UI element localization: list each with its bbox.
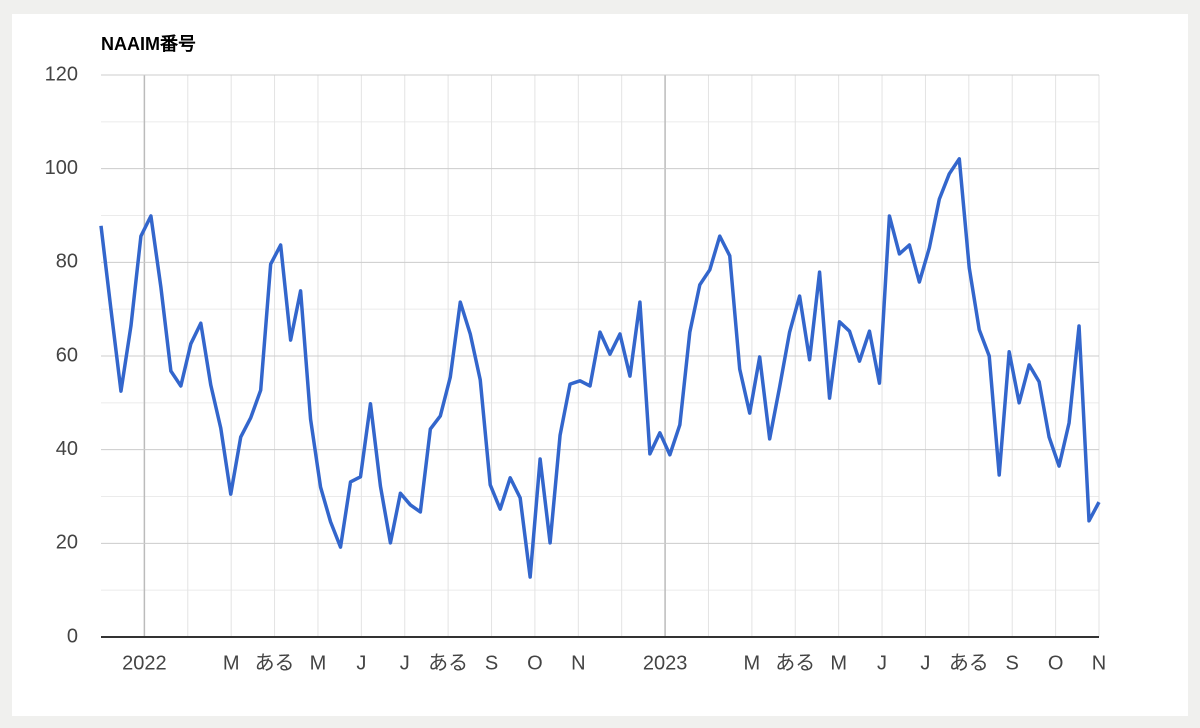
- line-series: [99, 157, 1101, 579]
- y-tick-label: 120: [45, 63, 78, 85]
- x-tick-label: N: [571, 652, 585, 674]
- x-tick-label: J: [356, 652, 366, 674]
- x-tick-label: O: [527, 652, 543, 674]
- x-tick-label: M: [310, 652, 327, 674]
- x-tick-label: 2022: [122, 652, 167, 674]
- x-tick-label: ある: [775, 652, 815, 674]
- y-tick-label: 80: [56, 251, 78, 273]
- x-tick-label: M: [744, 652, 761, 674]
- x-tick-label: O: [1048, 652, 1064, 674]
- x-tick-label: 2023: [643, 652, 688, 674]
- chart-title: NAAIM番号: [101, 34, 196, 54]
- y-tick-label: 20: [56, 532, 78, 554]
- x-tick-label: J: [400, 652, 410, 674]
- y-tick-label: 60: [56, 344, 78, 366]
- x-tick-label: J: [877, 652, 887, 674]
- x-tick-label: J: [920, 652, 930, 674]
- y-tick-label: 0: [67, 625, 78, 647]
- x-tick-label: N: [1092, 652, 1106, 674]
- x-tick-label: ある: [949, 652, 989, 674]
- y-tick-label: 100: [45, 157, 78, 179]
- x-tick-label: M: [223, 652, 240, 674]
- x-tick-label: ある: [255, 652, 295, 674]
- x-tick-label: M: [830, 652, 847, 674]
- x-tick-label: S: [485, 652, 498, 674]
- y-tick-label: 40: [56, 438, 78, 460]
- x-tick-label: S: [1006, 652, 1019, 674]
- x-tick-label: ある: [428, 652, 468, 674]
